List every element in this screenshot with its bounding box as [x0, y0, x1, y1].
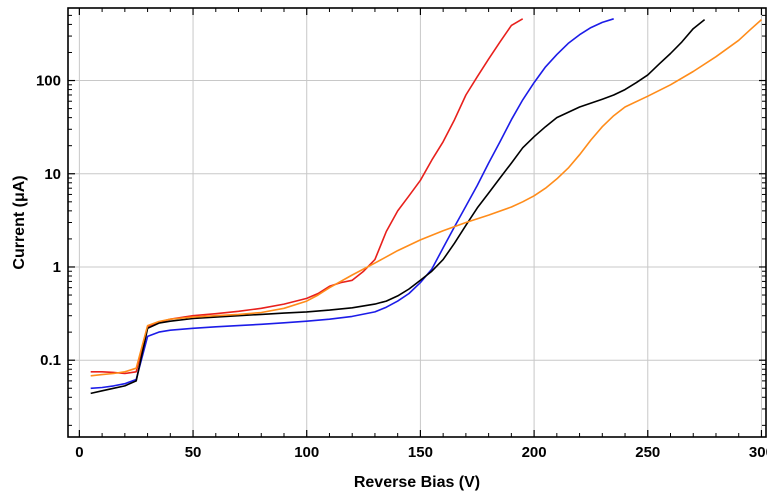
- x-tick-label: 300: [749, 444, 767, 461]
- x-tick-label: 250: [635, 444, 660, 461]
- x-tick-label: 50: [185, 444, 202, 461]
- y-tick-labels: 0.1 1 10 100: [36, 73, 61, 370]
- axis-ticks: [68, 7, 766, 437]
- series-line-2: [90, 18, 614, 390]
- series-line-3: [90, 18, 706, 395]
- y-axis-title: Current (μA): [11, 175, 28, 269]
- x-tick-labels: 0 50 100 150 200 250 300: [75, 444, 767, 461]
- y-tick-label: 100: [36, 73, 61, 90]
- grid-lines: [68, 8, 766, 437]
- x-tick-label: 0: [75, 444, 83, 461]
- x-tick-label: 150: [408, 444, 433, 461]
- y-tick-label: 0.1: [40, 352, 61, 369]
- plot-frame: [67, 7, 767, 438]
- x-tick-label: 200: [522, 444, 547, 461]
- series-line-4: [90, 19, 763, 377]
- y-tick-label: 10: [44, 166, 61, 183]
- series-line-1: [90, 18, 524, 375]
- series-lines: [90, 18, 763, 395]
- x-axis-title: Reverse Bias (V): [354, 474, 480, 491]
- y-tick-label: 1: [53, 259, 61, 276]
- x-tick-label: 100: [294, 444, 319, 461]
